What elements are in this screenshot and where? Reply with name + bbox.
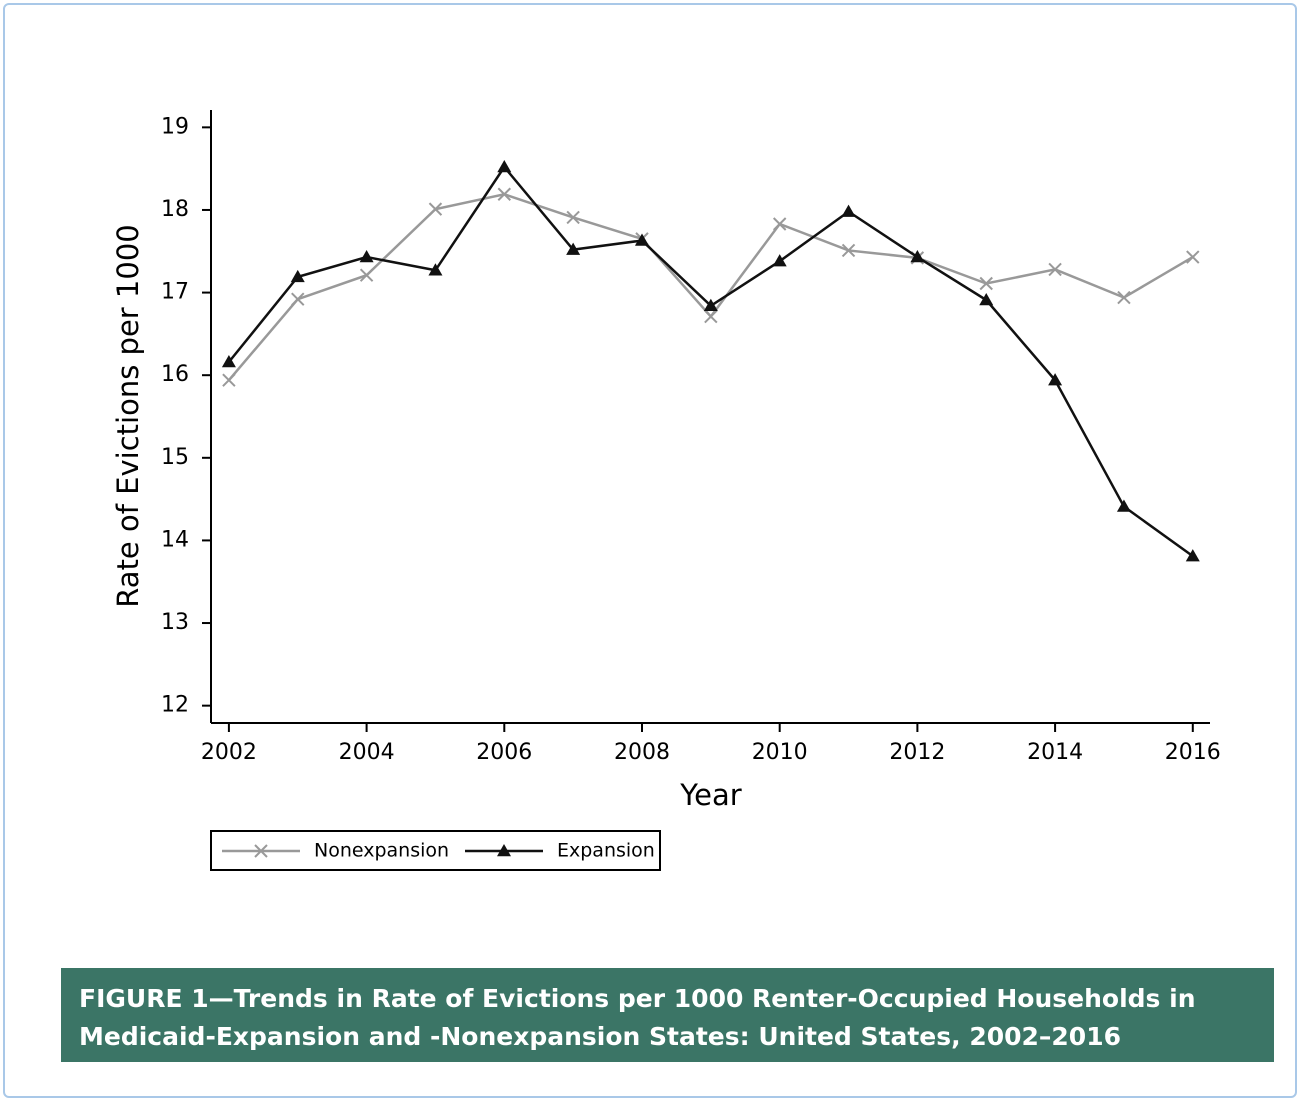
x-tick-label: 2008 bbox=[614, 740, 670, 765]
y-tick-label: 18 bbox=[161, 197, 189, 222]
legend-marker bbox=[497, 844, 511, 857]
caption: FIGURE 1—Trends in Rate of Evictions per… bbox=[61, 968, 1274, 1062]
data-point bbox=[497, 160, 512, 173]
frame bbox=[3, 3, 1297, 1098]
data-point bbox=[497, 187, 512, 201]
data-point bbox=[1048, 262, 1062, 277]
legend-label: Nonexpansion bbox=[314, 840, 449, 862]
x-tick-label: 2010 bbox=[752, 740, 808, 765]
data-point bbox=[1117, 290, 1131, 305]
data-point bbox=[290, 269, 305, 283]
data-point bbox=[703, 298, 718, 312]
legend-marker bbox=[254, 844, 268, 858]
x-tick-label: 2002 bbox=[201, 740, 257, 765]
data-point bbox=[704, 309, 718, 324]
x-tick-label: 2012 bbox=[889, 740, 945, 765]
x-tick-label: 2014 bbox=[1027, 740, 1083, 765]
data-point bbox=[634, 233, 649, 246]
series-line bbox=[227, 164, 1194, 558]
legend-label: Expansion bbox=[557, 840, 655, 862]
data-point bbox=[841, 243, 856, 258]
data-point bbox=[291, 292, 305, 306]
y-tick-label: 15 bbox=[161, 445, 189, 470]
data-point bbox=[1185, 549, 1200, 562]
data-point bbox=[566, 242, 581, 255]
series-line bbox=[227, 192, 1194, 381]
data-point bbox=[428, 202, 443, 216]
data-point bbox=[772, 217, 787, 231]
x-tick-label: 2006 bbox=[476, 740, 532, 765]
data-point bbox=[222, 373, 236, 387]
x-axis-title: Year bbox=[679, 778, 741, 812]
data-point bbox=[979, 276, 993, 291]
data-point bbox=[221, 354, 236, 368]
x-tick-label: 2016 bbox=[1165, 740, 1221, 765]
data-point bbox=[1048, 373, 1063, 386]
data-point bbox=[428, 263, 443, 276]
data-point bbox=[566, 210, 580, 225]
data-point bbox=[359, 250, 374, 263]
y-axis-title: Rate of Evictions per 1000 bbox=[111, 224, 145, 607]
x-tick-label: 2004 bbox=[339, 740, 395, 765]
data-point bbox=[359, 268, 374, 282]
data-point bbox=[1116, 499, 1131, 512]
y-tick-label: 12 bbox=[161, 693, 189, 718]
data-point bbox=[979, 293, 994, 306]
data-point bbox=[1186, 250, 1200, 264]
y-tick-label: 14 bbox=[161, 527, 189, 552]
y-tick-label: 16 bbox=[161, 362, 189, 387]
y-tick-label: 19 bbox=[161, 114, 189, 139]
data-point bbox=[841, 204, 856, 217]
data-point bbox=[772, 254, 787, 267]
y-tick-label: 13 bbox=[161, 610, 189, 635]
data-point bbox=[910, 250, 925, 263]
y-tick-label: 17 bbox=[161, 280, 189, 305]
